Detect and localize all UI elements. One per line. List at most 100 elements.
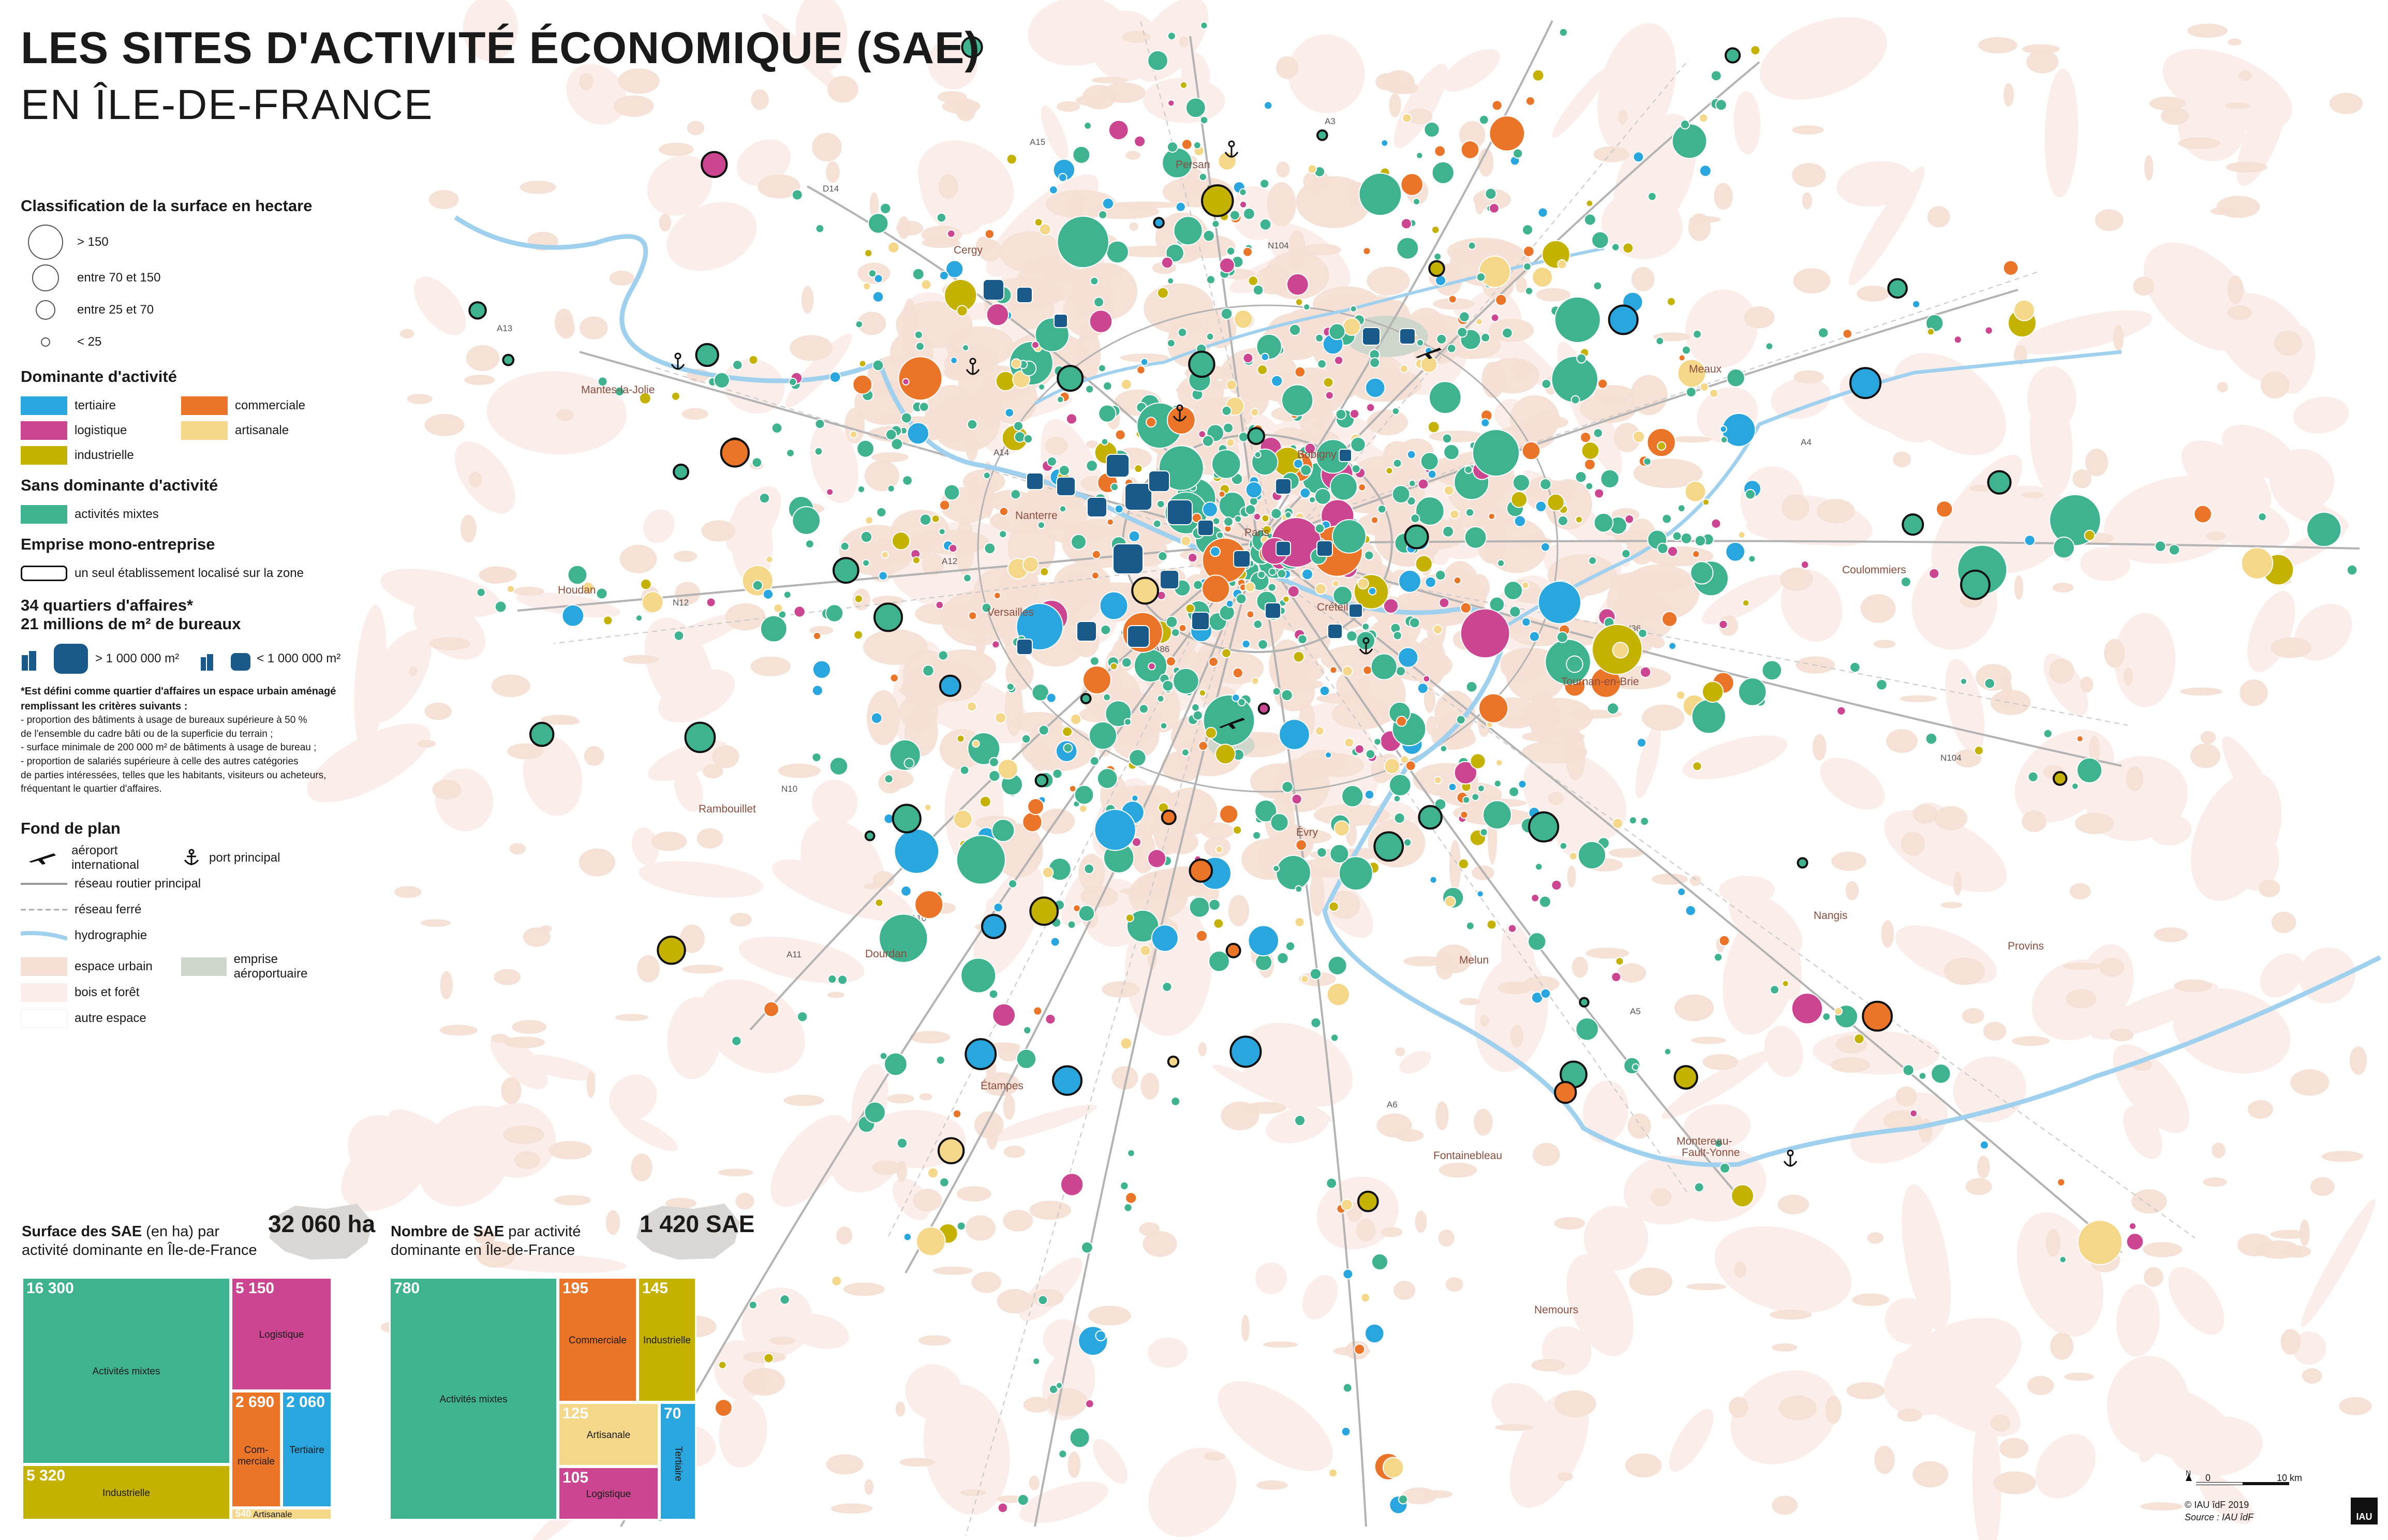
site-marker-mixtes[interactable] (922, 664, 935, 677)
site-marker-commerciale[interactable] (1521, 441, 1541, 461)
site-marker-industrielle[interactable] (979, 795, 991, 808)
site-marker-artisanale[interactable] (1333, 820, 1350, 837)
site-marker-logistique[interactable] (1354, 744, 1364, 754)
site-marker-mixtes[interactable] (1257, 570, 1266, 579)
site-marker-mixtes[interactable] (1310, 1017, 1322, 1029)
site-marker-industrielle[interactable] (1926, 328, 1935, 336)
site-marker-mixtes[interactable] (1522, 224, 1534, 236)
site-marker-mixtes[interactable] (1398, 1494, 1408, 1505)
site-marker-mixtes[interactable] (1416, 338, 1425, 347)
site-marker-industrielle[interactable] (1109, 662, 1118, 671)
site-marker-commerciale[interactable] (1027, 798, 1045, 816)
site-marker-mixtes[interactable] (1031, 684, 1049, 702)
site-marker-mixtes[interactable] (1103, 693, 1111, 702)
site-marker-mixtes[interactable] (494, 600, 507, 613)
mono-site-marker[interactable] (1257, 702, 1270, 715)
site-marker-logistique[interactable] (1594, 488, 1605, 499)
site-marker-tertiaire[interactable] (1128, 530, 1140, 542)
site-marker-tertiaire[interactable] (872, 291, 884, 303)
site-marker-mixtes[interactable] (1691, 699, 1727, 734)
site-marker-mixtes[interactable] (1096, 768, 1118, 789)
site-marker-mixtes[interactable] (1063, 743, 1073, 753)
site-marker-tertiaire[interactable] (1364, 377, 1386, 398)
site-marker-artisanale[interactable] (1633, 431, 1645, 443)
mono-site-marker[interactable] (1188, 350, 1215, 378)
mono-site-marker[interactable] (1849, 367, 1882, 399)
site-marker-mixtes[interactable] (1588, 556, 1597, 565)
site-marker-mixtes[interactable] (1559, 841, 1568, 850)
site-marker-commerciale[interactable] (968, 611, 977, 620)
site-marker-mixtes[interactable] (811, 752, 822, 763)
site-marker-mixtes[interactable] (1281, 689, 1293, 702)
site-marker-mixtes[interactable] (1223, 422, 1234, 434)
site-marker-logistique[interactable] (1287, 585, 1300, 598)
site-marker-mixtes[interactable] (1074, 784, 1094, 805)
site-marker-commerciale[interactable] (1478, 693, 1509, 723)
site-marker-commerciale[interactable] (2193, 505, 2213, 524)
site-marker-mixtes[interactable] (1046, 456, 1057, 467)
site-marker-commerciale[interactable] (898, 356, 943, 401)
site-marker-commerciale[interactable] (1219, 804, 1239, 824)
site-marker-mixtes[interactable] (1170, 628, 1180, 638)
site-marker-mixtes[interactable] (1226, 246, 1236, 256)
site-marker-tertiaire[interactable] (1429, 876, 1437, 884)
site-marker-artisanale[interactable] (1677, 359, 1707, 388)
business-district-marker[interactable] (1167, 499, 1193, 525)
site-marker-mixtes[interactable] (1570, 395, 1580, 405)
site-marker-mixtes[interactable] (939, 1177, 950, 1188)
site-marker-mixtes[interactable] (891, 438, 903, 450)
site-marker-mixtes[interactable] (1221, 405, 1232, 416)
site-marker-logistique[interactable] (1188, 553, 1198, 563)
business-district-marker[interactable] (1327, 624, 1343, 639)
site-marker-mixtes[interactable] (1097, 364, 1106, 373)
business-district-marker[interactable] (1265, 602, 1281, 619)
site-marker-tertiaire[interactable] (1685, 905, 1696, 916)
site-marker-mixtes[interactable] (1876, 678, 1888, 691)
site-marker-mixtes[interactable] (1423, 121, 1440, 138)
site-marker-mixtes[interactable] (1156, 694, 1165, 703)
site-marker-mixtes[interactable] (1272, 687, 1281, 696)
site-marker-industrielle[interactable] (1293, 650, 1305, 663)
mono-site-marker[interactable] (657, 936, 686, 965)
site-marker-mixtes[interactable] (1100, 624, 1111, 635)
site-marker-mixtes[interactable] (732, 360, 743, 371)
site-marker-mixtes[interactable] (956, 835, 1006, 885)
site-marker-artisanale[interactable] (1357, 578, 1369, 589)
site-marker-mixtes[interactable] (956, 1221, 966, 1231)
site-marker-artisanale[interactable] (1294, 916, 1305, 928)
site-marker-mixtes[interactable] (860, 530, 873, 543)
site-marker-mixtes[interactable] (1655, 336, 1665, 346)
site-marker-mixtes[interactable] (962, 344, 970, 352)
site-marker-mixtes[interactable] (751, 457, 763, 468)
site-marker-mixtes[interactable] (914, 330, 923, 339)
site-marker-mixtes[interactable] (1434, 798, 1447, 811)
site-marker-mixtes[interactable] (862, 559, 870, 567)
site-marker-commerciale[interactable] (714, 1399, 733, 1417)
site-marker-mixtes[interactable] (1084, 122, 1092, 130)
site-marker-mixtes[interactable] (1396, 236, 1419, 260)
site-marker-commerciale[interactable] (1195, 929, 1208, 942)
site-marker-tertiaire[interactable] (1271, 375, 1283, 387)
site-marker-mixtes[interactable] (1253, 619, 1263, 629)
site-marker-logistique[interactable] (1242, 352, 1254, 364)
site-marker-mixtes[interactable] (476, 587, 486, 597)
site-marker-mixtes[interactable] (1436, 333, 1447, 345)
site-marker-mixtes[interactable] (1103, 381, 1113, 391)
site-marker-mixtes[interactable] (1270, 508, 1282, 520)
site-marker-mixtes[interactable] (1123, 1203, 1133, 1212)
site-marker-industrielle[interactable] (718, 1360, 727, 1370)
site-marker-artisanale[interactable] (1382, 1457, 1404, 1478)
site-marker-logistique[interactable] (1334, 356, 1344, 365)
business-district-marker[interactable] (1275, 541, 1291, 556)
site-marker-mixtes[interactable] (991, 819, 1015, 842)
site-marker-industrielle[interactable] (1125, 913, 1134, 923)
business-district-marker[interactable] (1106, 454, 1130, 478)
site-marker-logistique[interactable] (1253, 512, 1262, 521)
site-marker-logistique[interactable] (1417, 478, 1429, 490)
business-district-marker[interactable] (1113, 543, 1144, 574)
site-marker-tertiaire[interactable] (1004, 408, 1015, 418)
site-marker-artisanale[interactable] (887, 241, 900, 254)
site-marker-logistique[interactable] (1085, 1399, 1094, 1409)
site-marker-mixtes[interactable] (731, 1035, 742, 1046)
site-marker-mixtes[interactable] (1270, 813, 1289, 832)
